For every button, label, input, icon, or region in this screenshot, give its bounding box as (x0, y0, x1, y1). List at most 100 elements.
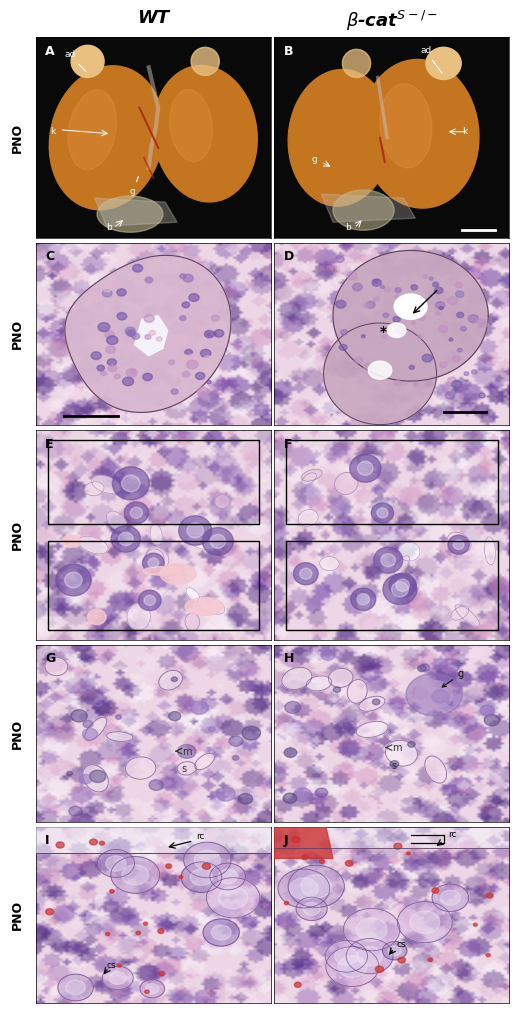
Circle shape (350, 454, 381, 482)
Circle shape (440, 891, 460, 905)
Circle shape (385, 287, 391, 292)
Circle shape (166, 864, 172, 868)
Text: WT: WT (137, 9, 169, 27)
Ellipse shape (145, 549, 164, 567)
Text: k: k (50, 126, 55, 135)
Ellipse shape (160, 563, 196, 584)
Ellipse shape (426, 48, 461, 80)
Circle shape (338, 955, 367, 978)
Ellipse shape (127, 604, 151, 630)
Text: PNO: PNO (11, 719, 24, 748)
Circle shape (200, 308, 203, 311)
Circle shape (381, 554, 395, 567)
Circle shape (293, 788, 312, 802)
Circle shape (396, 579, 410, 591)
Circle shape (448, 535, 470, 554)
Circle shape (122, 377, 134, 385)
Circle shape (472, 370, 477, 374)
Circle shape (105, 331, 114, 338)
Circle shape (493, 687, 499, 693)
Circle shape (159, 972, 165, 976)
Circle shape (217, 788, 235, 801)
Circle shape (210, 332, 216, 336)
Circle shape (300, 568, 312, 579)
Ellipse shape (282, 667, 312, 690)
Circle shape (411, 321, 415, 325)
Circle shape (408, 741, 415, 747)
Circle shape (394, 843, 402, 849)
Circle shape (363, 303, 370, 308)
Circle shape (418, 314, 425, 320)
Circle shape (145, 277, 153, 283)
Polygon shape (65, 256, 231, 412)
Circle shape (333, 686, 340, 693)
Circle shape (187, 354, 198, 362)
Ellipse shape (106, 512, 126, 531)
Circle shape (132, 334, 140, 340)
Text: PNO: PNO (11, 520, 24, 550)
Circle shape (288, 865, 345, 908)
Text: g: g (442, 669, 464, 687)
Circle shape (387, 323, 406, 338)
Ellipse shape (88, 610, 106, 625)
Circle shape (383, 574, 417, 605)
Circle shape (182, 371, 189, 377)
Ellipse shape (153, 66, 257, 202)
Circle shape (95, 294, 103, 301)
Text: s: s (182, 764, 187, 774)
Circle shape (447, 377, 457, 384)
Circle shape (187, 523, 203, 538)
Circle shape (458, 394, 464, 398)
Circle shape (439, 306, 443, 309)
Circle shape (103, 285, 112, 292)
Circle shape (125, 328, 135, 335)
Circle shape (343, 723, 352, 729)
Circle shape (106, 336, 118, 345)
Ellipse shape (358, 594, 371, 612)
Circle shape (102, 967, 133, 990)
Ellipse shape (186, 587, 200, 602)
Circle shape (395, 287, 401, 292)
Circle shape (432, 884, 468, 912)
Circle shape (455, 282, 462, 288)
Ellipse shape (484, 537, 496, 565)
Text: k: k (462, 126, 467, 135)
Circle shape (211, 925, 231, 940)
Circle shape (445, 391, 455, 399)
Ellipse shape (122, 530, 141, 546)
Ellipse shape (125, 757, 156, 779)
Circle shape (202, 528, 233, 555)
Circle shape (468, 314, 478, 323)
Circle shape (382, 336, 386, 339)
Circle shape (319, 859, 325, 863)
Circle shape (95, 701, 102, 707)
Circle shape (484, 715, 500, 726)
Circle shape (138, 590, 161, 611)
Circle shape (144, 595, 155, 606)
Circle shape (142, 553, 164, 572)
Circle shape (179, 876, 183, 879)
Circle shape (118, 533, 133, 546)
Circle shape (414, 382, 419, 386)
Circle shape (432, 888, 439, 893)
Circle shape (116, 715, 121, 719)
Circle shape (97, 849, 135, 878)
Circle shape (394, 380, 401, 385)
Ellipse shape (150, 525, 162, 545)
Circle shape (181, 355, 189, 361)
Circle shape (453, 356, 460, 362)
Circle shape (197, 387, 209, 396)
Circle shape (326, 946, 379, 987)
Text: b: b (345, 223, 351, 233)
Circle shape (173, 372, 179, 377)
Text: B: B (284, 45, 293, 59)
Circle shape (366, 301, 375, 308)
Circle shape (335, 947, 358, 966)
Ellipse shape (288, 70, 392, 206)
Ellipse shape (306, 676, 332, 691)
Text: H: H (284, 652, 294, 665)
Circle shape (435, 287, 443, 293)
Circle shape (294, 983, 301, 988)
Polygon shape (333, 251, 488, 381)
Ellipse shape (45, 657, 68, 675)
